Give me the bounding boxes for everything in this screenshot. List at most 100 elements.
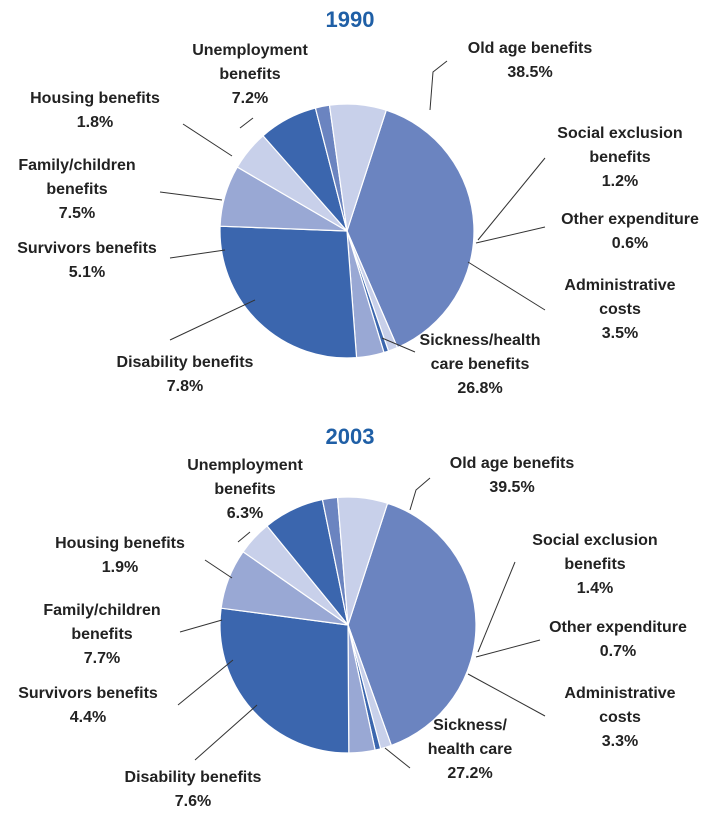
slice-value-old-age-benefits: 39.5% (489, 479, 534, 496)
chart-title-2003: 2003 (326, 424, 375, 449)
chart-title-1990: 1990 (326, 7, 375, 32)
leader-line-housing-benefits (182, 123, 233, 157)
slice-name-line: benefits (219, 66, 280, 83)
slice-value-family-children-benefits: 7.7% (84, 650, 120, 667)
slice-value-sickness-health-care-benefits: 26.8% (457, 380, 502, 397)
slice-name-line: Disability benefits (125, 769, 262, 786)
slice-name-line: costs (599, 301, 641, 318)
slice-label-sickness-health-care: Sickness/health care 27.2% (428, 717, 513, 782)
slice-name-line: Disability benefits (117, 354, 254, 371)
slice-label-family-children-benefits: Family/children benefits 7.5% (18, 157, 135, 222)
pie-slice-old-age-benefits (347, 502, 477, 747)
slice-label-housing-benefits: Housing benefits 1.8% (30, 90, 160, 131)
leader-line-unemployment-benefits (239, 117, 254, 129)
leader-line-old-age-benefits (429, 60, 448, 111)
slice-name-line: Unemployment (192, 42, 308, 59)
slice-value-social-exclusion-benefits: 1.4% (577, 580, 613, 597)
slice-label-unemployment-benefits: Unemployment benefits 7.2% (192, 42, 308, 107)
slice-label-disability-benefits: Disability benefits 7.6% (125, 769, 262, 810)
slice-label-old-age-benefits: Old age benefits 38.5% (468, 40, 593, 81)
slice-label-old-age-benefits: Old age benefits 39.5% (450, 455, 575, 496)
leader-line-disability-benefits (169, 299, 256, 341)
leader-line-family-children-benefits (179, 619, 223, 633)
slice-value-disability-benefits: 7.8% (167, 378, 203, 395)
slice-label-administrative-costs: Administrative costs 3.3% (564, 685, 675, 750)
slice-name-line: Unemployment (187, 457, 303, 474)
slice-name-line: benefits (71, 626, 132, 643)
slice-name-line: Old age benefits (468, 40, 593, 57)
slice-value-social-exclusion-benefits: 1.2% (602, 173, 638, 190)
slice-name-line: Survivors benefits (17, 240, 157, 257)
slice-label-unemployment-benefits: Unemployment benefits 6.3% (187, 457, 303, 522)
slice-name-line: Sickness/health (420, 332, 541, 349)
leader-line-survivors-benefits (177, 659, 234, 706)
slice-name-line: Social exclusion (532, 532, 657, 549)
slice-value-unemployment-benefits: 7.2% (232, 90, 268, 107)
pie-slice-sickness-health-care-benefits (219, 225, 358, 359)
slice-value-other-expenditure: 0.6% (612, 235, 648, 252)
leader-line-housing-benefits (204, 559, 233, 579)
leader-line-other-expenditure (475, 226, 546, 244)
slice-value-survivors-benefits: 5.1% (69, 264, 105, 281)
slice-name-line: benefits (564, 556, 625, 573)
slice-name-line: Sickness/ (433, 717, 507, 734)
slice-name-line: Housing benefits (55, 535, 185, 552)
leader-line-family-children-benefits (159, 191, 223, 201)
slice-label-sickness-health-care-benefits: Sickness/health care benefits 26.8% (420, 332, 541, 397)
slice-label-disability-benefits: Disability benefits 7.8% (117, 354, 254, 395)
leader-line-social-exclusion-benefits (477, 561, 516, 653)
pie-slice-sickness-health-care (219, 607, 350, 754)
slice-name-line: benefits (589, 149, 650, 166)
slice-name-line: Other expenditure (561, 211, 699, 228)
pie-slice-unemployment-benefits (336, 496, 389, 626)
slice-name-line: Administrative (564, 277, 675, 294)
slice-value-other-expenditure: 0.7% (600, 643, 636, 660)
leader-line-other-expenditure (475, 639, 541, 658)
slice-value-disability-benefits: 7.6% (175, 793, 211, 810)
slice-label-family-children-benefits: Family/children benefits 7.7% (43, 602, 160, 667)
slice-value-survivors-benefits: 4.4% (70, 709, 106, 726)
slice-name-line: care benefits (431, 356, 530, 373)
slice-label-other-expenditure: Other expenditure 0.7% (549, 619, 687, 660)
slice-value-old-age-benefits: 38.5% (507, 64, 552, 81)
leader-line-sickness-health-care-benefits (381, 337, 416, 353)
slice-value-housing-benefits: 1.8% (77, 114, 113, 131)
leader-line-old-age-benefits (409, 477, 431, 511)
slice-value-administrative-costs: 3.5% (602, 325, 638, 342)
slice-label-social-exclusion-benefits: Social exclusion benefits 1.4% (532, 532, 657, 597)
slice-name-line: Old age benefits (450, 455, 575, 472)
slice-label-survivors-benefits: Survivors benefits 4.4% (18, 685, 158, 726)
slice-name-line: Housing benefits (30, 90, 160, 107)
slice-label-administrative-costs: Administrative costs 3.5% (564, 277, 675, 342)
slice-label-other-expenditure: Other expenditure 0.6% (561, 211, 699, 252)
slice-value-family-children-benefits: 7.5% (59, 205, 95, 222)
slice-name-line: benefits (46, 181, 107, 198)
slice-label-survivors-benefits: Survivors benefits 5.1% (17, 240, 157, 281)
slice-name-line: Survivors benefits (18, 685, 158, 702)
leader-line-unemployment-benefits (237, 531, 251, 543)
slice-name-line: Family/children (43, 602, 160, 619)
leader-line-administrative-costs (467, 261, 546, 311)
slice-value-sickness-health-care: 27.2% (447, 765, 492, 782)
slice-name-line: Other expenditure (549, 619, 687, 636)
slice-name-line: costs (599, 709, 641, 726)
slice-label-housing-benefits: Housing benefits 1.9% (55, 535, 185, 576)
leader-line-social-exclusion-benefits (477, 157, 546, 241)
slice-name-line: benefits (214, 481, 275, 498)
leader-line-administrative-costs (467, 673, 546, 717)
slice-value-administrative-costs: 3.3% (602, 733, 638, 750)
leader-line-survivors-benefits (169, 249, 226, 259)
slice-label-social-exclusion-benefits: Social exclusion benefits 1.2% (557, 125, 682, 190)
slice-name-line: Family/children (18, 157, 135, 174)
slice-value-housing-benefits: 1.9% (102, 559, 138, 576)
slice-value-unemployment-benefits: 6.3% (227, 505, 263, 522)
slice-name-line: Administrative (564, 685, 675, 702)
leader-line-disability-benefits (194, 704, 258, 761)
slice-name-line: health care (428, 741, 513, 758)
pie-slice-unemployment-benefits (328, 103, 388, 232)
slice-name-line: Social exclusion (557, 125, 682, 142)
leader-line-sickness-health-care (384, 747, 411, 769)
pie-slice-old-age-benefits (346, 109, 475, 349)
